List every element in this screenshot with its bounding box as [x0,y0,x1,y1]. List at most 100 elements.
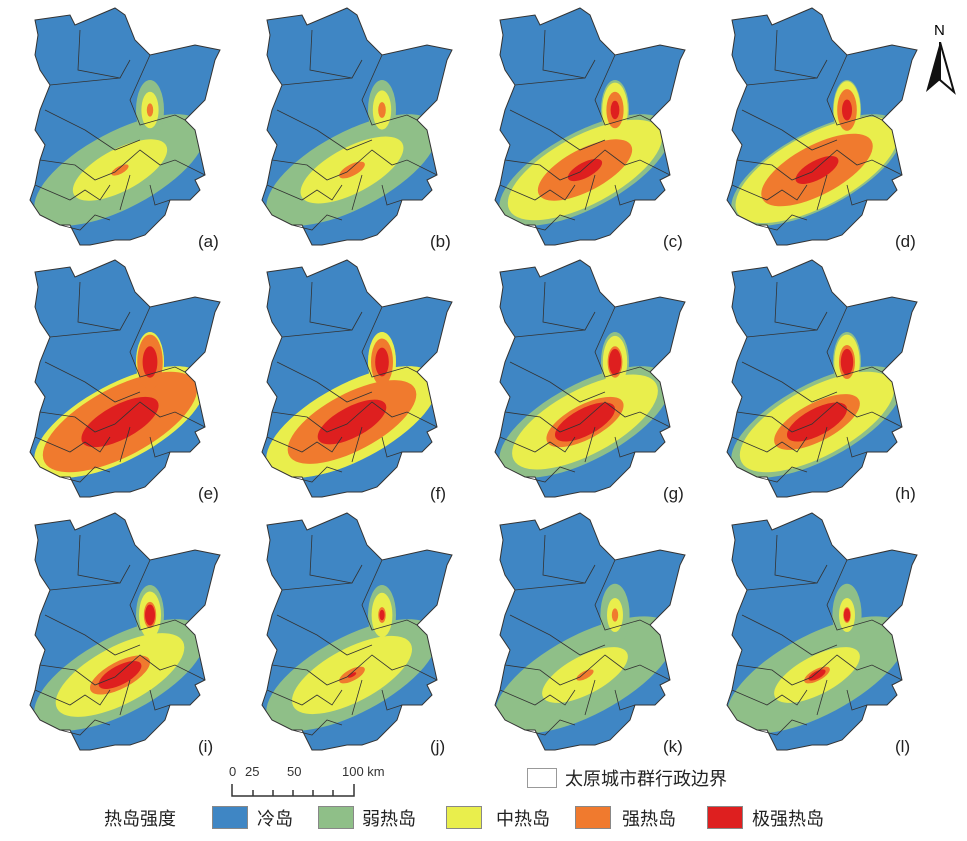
district-boundaries [499,29,671,231]
map-svg [494,512,686,751]
heat-zone [317,399,387,445]
heat-zone [378,102,386,118]
heat-zone [347,672,357,678]
region-outline [29,7,221,246]
heat-zone [808,669,826,681]
swatch-extreme-heat-island [707,806,743,829]
heat-island-map-d: (d) [697,0,937,252]
scale-tick-50: 50 [287,764,302,779]
heat-zone [842,99,852,121]
boundary-label: 太原城市群行政边界 [565,769,727,790]
region-outline [261,512,453,751]
region-outline [261,259,453,498]
heat-island-map-a: (a) [0,0,240,252]
heat-zone [111,164,129,176]
district-boundaries [731,534,903,736]
heat-island-map-k: (k) [465,505,705,757]
region-outline [29,259,221,498]
heat-zone [339,161,365,179]
legend-title: 热岛强度 [104,809,176,830]
heat-zone [379,609,385,621]
panel-label: (i) [198,737,214,756]
panel-label: (h) [895,484,916,503]
north-arrow-icon [926,42,956,95]
heat-island-map-b: (b) [232,0,472,252]
swatch-cold-island [212,806,248,829]
district-boundaries [731,29,903,231]
panel-label: (k) [663,737,683,756]
heat-island-map-e: (e) [0,252,240,504]
panel-label: (j) [430,737,446,756]
panel-label: (g) [663,484,684,503]
scale-bar-line [231,784,355,797]
heat-zone [142,346,158,378]
map-svg [261,7,453,246]
map-svg [726,259,918,498]
map-svg [494,259,686,498]
district-boundaries [266,534,438,736]
swatch-medium-heat-island [446,806,482,829]
panel-label: (b) [430,232,451,251]
heat-zone [843,608,851,622]
district-boundaries [34,534,206,736]
map-svg [29,7,221,246]
region-outline [494,259,686,498]
panel-label: (e) [198,484,219,503]
heat-zone [567,158,603,182]
heat-zone [795,156,839,184]
district-boundaries [731,281,903,483]
heat-island-map-j: (j) [232,505,472,757]
panel-label: (c) [663,232,683,251]
region-outline [494,512,686,751]
north-arrow: N [922,22,958,95]
heat-zone [145,604,155,626]
district-boundaries [34,29,206,231]
panel-label: (l) [895,737,911,756]
scale-tick-25: 25 [245,764,260,779]
heat-zone [98,661,142,689]
heat-zone [608,348,622,376]
heat-zone [840,348,854,376]
map-svg [29,512,221,751]
panel-label: (f) [430,484,447,503]
district-boundaries [266,29,438,231]
district-boundaries [499,281,671,483]
panel-label: (d) [895,232,916,251]
district-boundaries [499,534,671,736]
heat-island-map-c: (c) [465,0,705,252]
map-svg [726,7,918,246]
boundary-swatch [527,768,557,788]
region-outline [726,7,918,246]
heat-zone [610,100,620,120]
region-outline [726,259,918,498]
heat-zone [146,103,154,117]
scale-tick-100: 100 km [342,764,385,779]
heat-island-map-h: (h) [697,252,937,504]
heat-island-map-f: (f) [232,252,472,504]
heat-zone [375,347,389,377]
swatch-strong-heat-island [575,806,611,829]
heat-island-map-i: (i) [0,505,240,757]
heat-zone [554,402,616,442]
heat-zone [611,608,619,622]
region-outline [261,7,453,246]
scale-tick-0: 0 [229,764,237,779]
panel-label: (a) [198,232,219,251]
district-boundaries [266,281,438,483]
region-outline [726,512,918,751]
label-weak-heat-island: 弱热岛 [362,809,416,830]
map-svg [494,7,686,246]
map-svg [726,512,918,751]
label-cold-island: 冷岛 [257,809,293,830]
north-label: N [934,22,945,39]
map-svg [29,259,221,498]
label-strong-heat-island: 强热岛 [622,809,676,830]
heat-zone [786,402,848,442]
heat-island-map-g: (g) [465,252,705,504]
swatch-weak-heat-island [318,806,354,829]
map-svg [261,512,453,751]
label-extreme-heat-island: 极强热岛 [752,809,824,830]
heat-zone [81,396,159,448]
map-svg [261,259,453,498]
heat-zone [576,669,594,681]
